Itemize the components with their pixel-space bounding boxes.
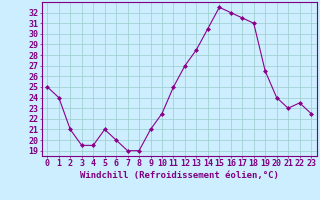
X-axis label: Windchill (Refroidissement éolien,°C): Windchill (Refroidissement éolien,°C) (80, 171, 279, 180)
